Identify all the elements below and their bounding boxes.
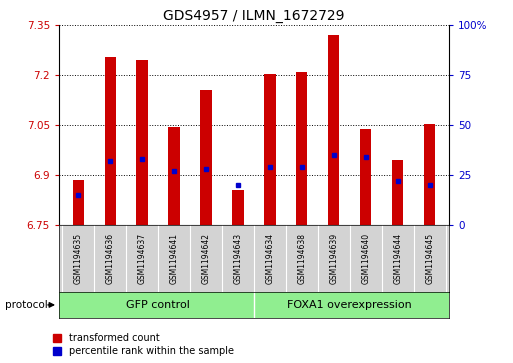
Text: GSM1194639: GSM1194639 bbox=[329, 233, 339, 284]
Bar bbox=[72, 180, 84, 225]
Bar bbox=[328, 36, 340, 225]
Text: GSM1194634: GSM1194634 bbox=[265, 233, 274, 284]
Text: GSM1194640: GSM1194640 bbox=[361, 233, 370, 284]
Text: GSM1194645: GSM1194645 bbox=[425, 233, 434, 284]
Bar bbox=[168, 127, 180, 225]
Legend: transformed count, percentile rank within the sample: transformed count, percentile rank withi… bbox=[51, 331, 235, 358]
Text: GSM1194642: GSM1194642 bbox=[202, 233, 210, 284]
Bar bbox=[232, 190, 244, 225]
Text: GSM1194644: GSM1194644 bbox=[393, 233, 402, 284]
Text: GSM1194635: GSM1194635 bbox=[74, 233, 83, 284]
Bar bbox=[264, 74, 275, 225]
Bar bbox=[201, 90, 211, 225]
Title: GDS4957 / ILMN_1672729: GDS4957 / ILMN_1672729 bbox=[163, 9, 345, 23]
Text: GSM1194637: GSM1194637 bbox=[137, 233, 147, 284]
Text: GFP control: GFP control bbox=[126, 300, 190, 310]
Text: GSM1194638: GSM1194638 bbox=[298, 233, 306, 284]
Bar bbox=[105, 57, 116, 225]
Text: GSM1194636: GSM1194636 bbox=[106, 233, 114, 284]
Bar bbox=[392, 160, 403, 225]
Text: FOXA1 overexpression: FOXA1 overexpression bbox=[287, 300, 412, 310]
Text: protocol: protocol bbox=[5, 300, 48, 310]
Text: GSM1194643: GSM1194643 bbox=[233, 233, 243, 284]
Text: GSM1194641: GSM1194641 bbox=[169, 233, 179, 284]
Bar bbox=[297, 72, 307, 225]
Bar bbox=[424, 123, 436, 225]
Bar bbox=[360, 129, 371, 225]
Bar bbox=[136, 60, 148, 225]
